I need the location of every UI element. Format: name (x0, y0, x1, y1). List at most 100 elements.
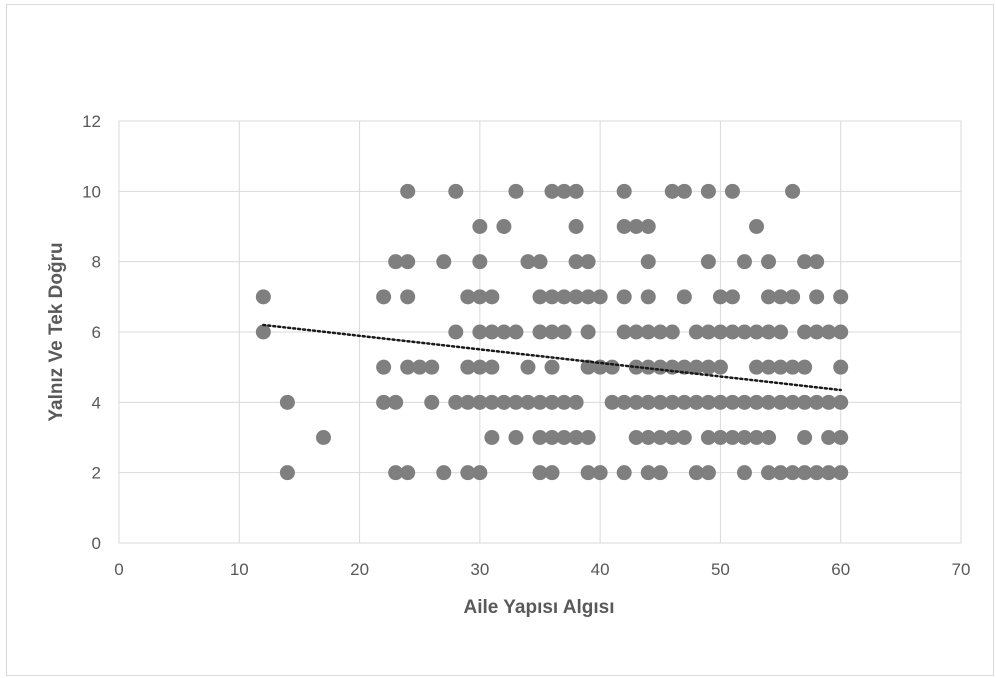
data-point (508, 324, 524, 340)
data-point (749, 430, 765, 445)
data-point (424, 394, 440, 410)
data-point (544, 465, 560, 481)
data-point (460, 359, 476, 375)
data-point (592, 465, 608, 481)
data-point (315, 430, 331, 445)
data-point (279, 394, 295, 410)
data-point (424, 359, 440, 375)
y-tick-label: 6 (92, 323, 101, 342)
data-point (833, 465, 849, 481)
data-point (640, 254, 656, 270)
data-point (712, 289, 728, 305)
data-point (736, 430, 752, 445)
trendline (262, 323, 842, 392)
data-point (676, 394, 692, 410)
data-point (640, 289, 656, 305)
data-point (580, 359, 596, 375)
data-point (664, 430, 680, 445)
data-point (761, 289, 777, 305)
data-point (700, 359, 716, 375)
data-point (532, 254, 548, 270)
data-point (761, 254, 777, 270)
data-point (640, 219, 656, 234)
data-point (580, 465, 596, 481)
data-point (809, 289, 825, 305)
data-point (616, 183, 632, 199)
data-point (797, 359, 813, 375)
data-point (580, 254, 596, 270)
data-point (809, 394, 825, 410)
x-tick-label: 60 (831, 560, 850, 579)
data-point (640, 394, 656, 410)
data-point (712, 324, 728, 340)
data-point (749, 394, 765, 410)
data-point (568, 219, 584, 234)
data-point (484, 394, 500, 410)
data-point (700, 394, 716, 410)
data-point (724, 289, 740, 305)
x-axis-title: Aile Yapısı Algısı (463, 597, 614, 618)
x-tick-labels: 0 10 20 30 40 50 60 70 (114, 560, 970, 579)
data-point (700, 430, 716, 445)
data-point (544, 394, 560, 410)
data-point (749, 324, 765, 340)
x-tick-label: 20 (350, 560, 369, 579)
data-point (736, 465, 752, 481)
data-point (436, 465, 452, 481)
data-point (616, 465, 632, 481)
data-point (388, 394, 404, 410)
data-point (724, 183, 740, 199)
x-tick-label: 40 (591, 560, 610, 579)
data-point (604, 359, 620, 375)
data-point (833, 430, 849, 445)
data-point (833, 394, 849, 410)
data-point (688, 465, 704, 481)
data-point (761, 430, 777, 445)
data-point (688, 394, 704, 410)
x-tick-label: 10 (230, 560, 249, 579)
data-point (520, 359, 536, 375)
data-point (797, 394, 813, 410)
data-point (544, 289, 560, 305)
data-point (676, 183, 692, 199)
data-point (797, 324, 813, 340)
data-point (604, 394, 620, 410)
data-point (616, 394, 632, 410)
data-point (676, 430, 692, 445)
data-point (568, 254, 584, 270)
data-point (376, 289, 392, 305)
data-point (773, 324, 789, 340)
data-point (785, 289, 801, 305)
data-point (556, 430, 572, 445)
data-point (652, 394, 668, 410)
data-point (484, 289, 500, 305)
data-point (640, 430, 656, 445)
data-point (544, 183, 560, 199)
data-point (785, 183, 801, 199)
data-point (400, 359, 416, 375)
data-point (628, 394, 644, 410)
data-point (472, 219, 488, 234)
data-point (749, 219, 765, 234)
data-point (628, 219, 644, 234)
data-point (664, 394, 680, 410)
data-point (496, 394, 512, 410)
x-tick-label: 30 (470, 560, 489, 579)
data-point (761, 394, 777, 410)
data-point (568, 430, 584, 445)
data-point (580, 289, 596, 305)
data-point (652, 465, 668, 481)
data-point (785, 394, 801, 410)
data-point (797, 254, 813, 270)
chart-frame (6, 4, 994, 676)
y-tick-label: 4 (92, 393, 101, 412)
data-point (664, 324, 680, 340)
data-point (712, 430, 728, 445)
data-point (773, 394, 789, 410)
gridlines (118, 120, 962, 544)
data-point (821, 394, 837, 410)
data-point (556, 324, 572, 340)
data-point (400, 465, 416, 481)
data-point (532, 289, 548, 305)
data-point (821, 465, 837, 481)
